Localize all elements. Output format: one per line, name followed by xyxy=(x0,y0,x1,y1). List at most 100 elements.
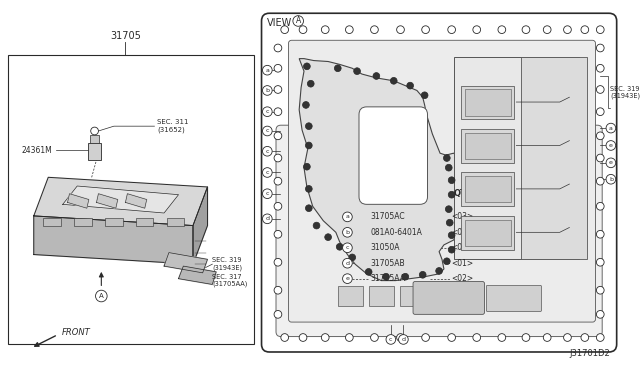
Text: J31701D2: J31701D2 xyxy=(569,349,610,358)
Circle shape xyxy=(349,254,356,261)
Circle shape xyxy=(281,26,289,33)
Text: 081A0-6401A: 081A0-6401A xyxy=(371,228,422,237)
Circle shape xyxy=(262,147,272,156)
Circle shape xyxy=(596,311,604,318)
Bar xyxy=(465,220,511,246)
Text: a: a xyxy=(346,214,349,219)
Circle shape xyxy=(274,311,282,318)
Circle shape xyxy=(321,26,329,33)
Circle shape xyxy=(581,26,589,33)
Bar xyxy=(454,57,579,259)
Polygon shape xyxy=(68,194,89,208)
Text: c: c xyxy=(266,109,269,114)
Text: e: e xyxy=(609,160,613,165)
Circle shape xyxy=(596,202,604,210)
Circle shape xyxy=(274,64,282,72)
Circle shape xyxy=(303,163,310,170)
Circle shape xyxy=(371,334,378,341)
Polygon shape xyxy=(63,186,179,213)
Text: b: b xyxy=(609,177,613,182)
Text: c: c xyxy=(266,149,269,154)
Circle shape xyxy=(596,230,604,238)
Text: <03>: <03> xyxy=(452,212,474,221)
Text: c: c xyxy=(266,170,269,175)
Circle shape xyxy=(436,267,442,274)
Bar xyxy=(465,90,511,116)
Bar xyxy=(399,286,424,306)
Text: A: A xyxy=(296,16,301,25)
Circle shape xyxy=(596,259,604,266)
Text: <02>: <02> xyxy=(452,228,474,237)
Circle shape xyxy=(274,177,282,185)
Bar xyxy=(136,218,154,225)
Circle shape xyxy=(448,334,456,341)
Circle shape xyxy=(522,334,530,341)
Circle shape xyxy=(606,158,616,168)
Circle shape xyxy=(346,334,353,341)
Bar xyxy=(521,57,587,259)
Circle shape xyxy=(422,334,429,341)
Polygon shape xyxy=(34,177,207,225)
Bar xyxy=(338,286,363,306)
Text: e: e xyxy=(346,276,349,281)
Circle shape xyxy=(397,334,404,341)
Text: FRONT: FRONT xyxy=(62,328,90,337)
Text: <02>: <02> xyxy=(452,274,474,283)
Circle shape xyxy=(274,230,282,238)
Text: 31705AA: 31705AA xyxy=(371,274,406,283)
Text: <06>: <06> xyxy=(452,243,474,252)
Circle shape xyxy=(274,44,282,52)
Circle shape xyxy=(307,80,314,87)
Circle shape xyxy=(596,334,604,341)
Text: a: a xyxy=(266,68,269,73)
Circle shape xyxy=(303,63,310,70)
Text: c: c xyxy=(389,337,392,342)
FancyBboxPatch shape xyxy=(413,282,484,314)
Circle shape xyxy=(421,92,428,99)
FancyBboxPatch shape xyxy=(359,107,428,204)
Text: SEC. 319
(31943E): SEC. 319 (31943E) xyxy=(610,86,640,99)
Text: SEC. 317
(31705AA): SEC. 317 (31705AA) xyxy=(212,274,248,287)
Circle shape xyxy=(564,334,572,341)
Text: c: c xyxy=(346,245,349,250)
Bar xyxy=(465,176,511,202)
Text: <01>: <01> xyxy=(452,259,474,268)
Circle shape xyxy=(596,177,604,185)
FancyBboxPatch shape xyxy=(289,40,595,322)
Text: c: c xyxy=(266,191,269,196)
Circle shape xyxy=(91,127,99,135)
FancyBboxPatch shape xyxy=(486,285,541,311)
Circle shape xyxy=(397,26,404,33)
Circle shape xyxy=(606,174,616,184)
Circle shape xyxy=(354,68,360,74)
Text: A: A xyxy=(99,293,104,299)
Circle shape xyxy=(448,26,456,33)
Circle shape xyxy=(596,44,604,52)
Circle shape xyxy=(305,142,312,149)
Circle shape xyxy=(596,154,604,162)
Circle shape xyxy=(262,189,272,199)
Text: d: d xyxy=(401,337,405,342)
Circle shape xyxy=(299,26,307,33)
Bar xyxy=(105,218,123,225)
Circle shape xyxy=(262,107,272,116)
Circle shape xyxy=(596,286,604,294)
Bar xyxy=(90,135,99,142)
Text: 31705AB: 31705AB xyxy=(371,259,405,268)
Circle shape xyxy=(274,154,282,162)
Circle shape xyxy=(399,335,408,344)
Polygon shape xyxy=(164,253,207,273)
Circle shape xyxy=(324,234,332,241)
Circle shape xyxy=(262,168,272,177)
Circle shape xyxy=(274,202,282,210)
Text: 31705: 31705 xyxy=(110,31,141,41)
Circle shape xyxy=(321,334,329,341)
Text: e: e xyxy=(609,143,613,148)
Bar xyxy=(8,55,254,344)
Circle shape xyxy=(543,334,551,341)
Text: SEC. 311
(31652): SEC. 311 (31652) xyxy=(157,119,189,133)
Bar xyxy=(369,286,394,306)
Bar xyxy=(44,218,61,225)
Text: VIEW: VIEW xyxy=(268,18,292,28)
Circle shape xyxy=(596,64,604,72)
